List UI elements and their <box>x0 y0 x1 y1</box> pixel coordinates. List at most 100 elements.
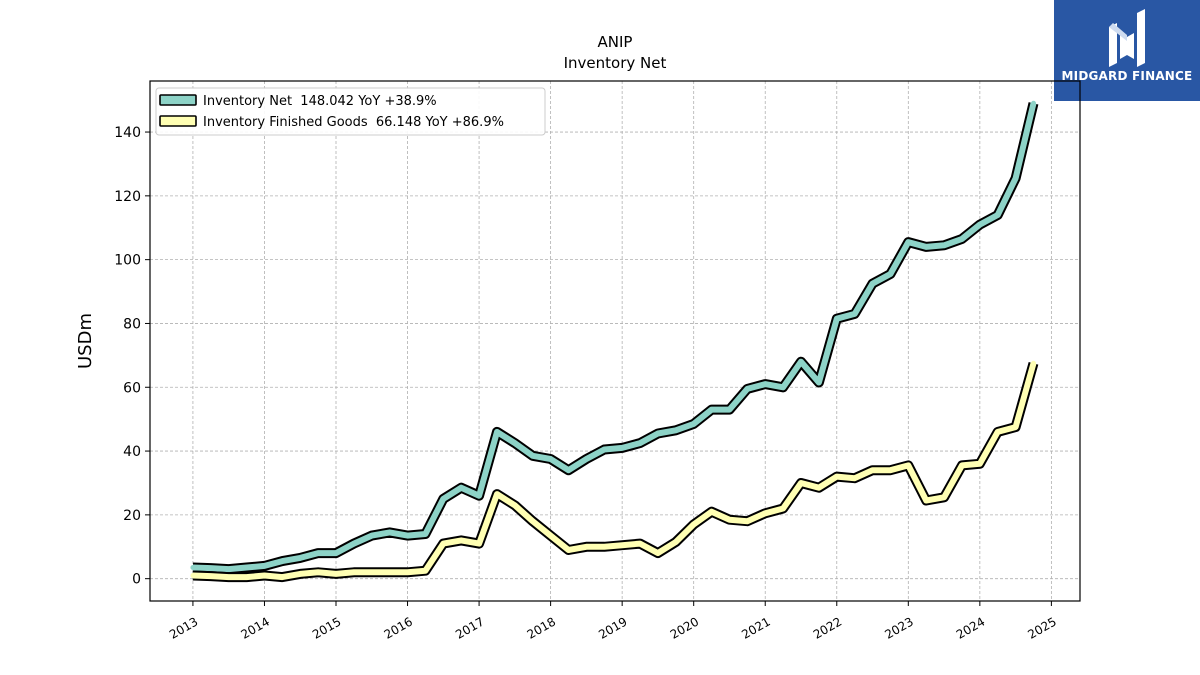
series-0-point <box>458 485 464 491</box>
series-0-point <box>333 550 339 556</box>
series-0-point <box>566 467 571 473</box>
series-0-point <box>583 456 589 462</box>
series-0-point <box>601 447 607 452</box>
series-1-point <box>1031 360 1036 366</box>
series-1-point <box>762 510 768 516</box>
series-lines <box>190 100 1039 583</box>
series-0-point <box>297 555 303 561</box>
series-1-point <box>995 429 1001 435</box>
series-1-point <box>977 461 983 467</box>
x-tick-label: 2025 <box>1025 614 1058 641</box>
series-1-point <box>816 485 822 491</box>
series-0-line <box>192 102 1037 573</box>
x-tick-label: 2014 <box>239 614 272 641</box>
series-1-point <box>333 571 339 577</box>
series-0-point <box>422 531 428 537</box>
x-tick-label: 2020 <box>668 614 701 641</box>
chart-subtitle: Inventory Net <box>564 54 667 72</box>
series-1-point <box>226 574 232 580</box>
series-0-point <box>727 407 732 413</box>
legend: Inventory Net 148.042 YoY +38.9% Inventor… <box>155 87 546 136</box>
series-0-point <box>959 236 965 242</box>
series-0-point <box>762 381 768 387</box>
series-1-point <box>583 544 589 550</box>
series-1-point <box>887 467 893 473</box>
y-tick-label: 40 <box>123 444 141 460</box>
series-0-point <box>262 563 267 569</box>
series-1-point <box>244 574 250 580</box>
x-tick-label: 2016 <box>382 614 415 641</box>
series-0-point <box>315 550 321 556</box>
series-1-point <box>458 537 464 543</box>
series-0-point <box>816 380 822 385</box>
series-1-point <box>279 574 285 580</box>
series-1-point <box>691 521 697 527</box>
x-tick-label: 2019 <box>596 614 629 641</box>
series-0-point <box>369 533 375 539</box>
series-1-line <box>192 362 1037 581</box>
series-0-point <box>244 565 250 570</box>
series-0-point <box>226 566 232 572</box>
series-0-point <box>208 565 214 571</box>
series-1-point <box>405 569 410 575</box>
series-1-point <box>905 462 911 468</box>
series-0-point <box>887 271 893 277</box>
x-tick-label: 2013 <box>167 614 200 641</box>
series-1-point <box>566 547 571 553</box>
series-0-point <box>476 493 482 499</box>
series-1-point <box>440 541 446 547</box>
series-1-point <box>512 502 518 508</box>
x-tick-label: 2017 <box>453 614 486 641</box>
y-tick-label: 80 <box>123 316 141 332</box>
series-0-point <box>744 386 750 392</box>
series-0-point <box>673 427 679 433</box>
y-tick-label: 20 <box>123 508 141 524</box>
series-1-point <box>315 569 321 575</box>
series-1-point <box>852 475 858 481</box>
series-1-point <box>351 569 357 575</box>
series-1-point <box>923 498 929 503</box>
series-1-point <box>744 518 750 524</box>
logo-brand-name: MIDGARD FINANCE <box>1061 69 1193 83</box>
series-0-point <box>798 359 804 365</box>
series-1-point <box>530 518 536 524</box>
series-1-point <box>476 541 482 547</box>
series-0-point <box>834 316 840 322</box>
series-0-point <box>512 440 518 446</box>
x-tick-label: 2024 <box>954 614 987 641</box>
series-0-point <box>279 558 285 564</box>
series-0-point <box>351 541 357 547</box>
legend-swatch-0 <box>159 94 197 106</box>
series-0-point <box>405 533 410 539</box>
series-0-point <box>709 407 715 413</box>
x-tick-label: 2021 <box>739 614 772 641</box>
series-0-point <box>941 242 947 248</box>
series-0-point <box>852 311 858 317</box>
series-1-point <box>262 573 267 578</box>
series-1-point <box>387 569 393 575</box>
series-0-point <box>977 222 983 228</box>
x-tick-label: 2015 <box>310 614 343 641</box>
y-tick-label: 100 <box>114 253 141 269</box>
series-1-point <box>637 541 643 547</box>
series-1-point <box>870 467 875 473</box>
series-1-point <box>208 573 214 579</box>
series-0-point <box>870 281 875 287</box>
y-axis-ticks: 0 20 40 60 80 100 120 140 <box>114 125 150 588</box>
series-1-point <box>1013 424 1019 430</box>
series-0-point <box>923 244 929 250</box>
series-0-point <box>530 453 536 459</box>
legend-label-1: Inventory Finished Goods 66.148 YoY +86.… <box>203 115 504 130</box>
series-1-point <box>780 506 786 511</box>
series-1-point <box>619 542 625 548</box>
x-tick-label: 2018 <box>525 614 558 641</box>
series-0-point <box>494 429 500 435</box>
series-1-point <box>959 462 965 468</box>
midgard-finance-logo: MIDGARD FINANCE <box>1054 0 1200 101</box>
series-0-point <box>619 445 625 451</box>
series-1-point <box>727 517 732 523</box>
series-1-point <box>297 571 303 577</box>
series-1-point <box>709 509 715 515</box>
series-0-point <box>1031 100 1036 106</box>
